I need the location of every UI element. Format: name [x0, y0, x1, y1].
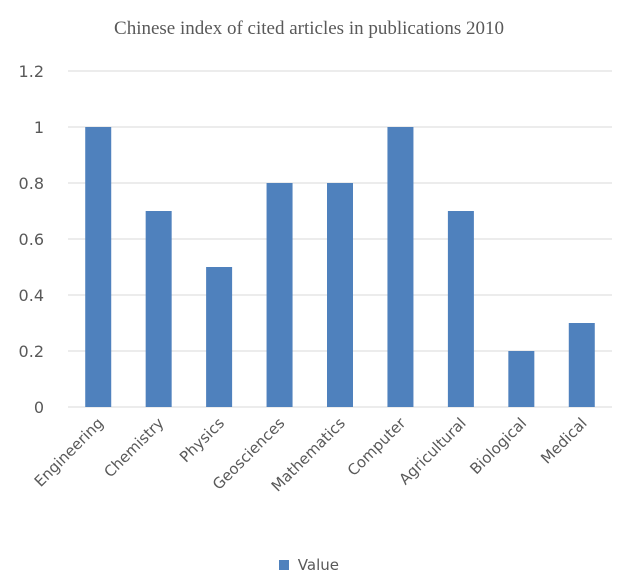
- bar: [327, 183, 353, 407]
- y-tick-label: 0.4: [19, 286, 44, 305]
- bar: [568, 323, 595, 407]
- bar: [85, 127, 112, 407]
- y-tick-label: 0: [34, 398, 44, 417]
- chart-title: Chinese index of cited articles in publi…: [114, 18, 504, 39]
- x-tick-label: Computer: [344, 414, 410, 480]
- bar: [145, 211, 172, 407]
- legend-swatch: [279, 560, 289, 570]
- bar: [266, 183, 293, 407]
- x-tick-label: Biological: [466, 414, 530, 478]
- x-tick-label: Physics: [176, 414, 228, 466]
- x-tick-label: Medical: [537, 414, 590, 467]
- bar: [206, 267, 233, 407]
- bar: [387, 127, 414, 407]
- bar: [508, 351, 535, 407]
- legend: Value: [0, 556, 618, 574]
- x-tick-label: Chemistry: [101, 414, 168, 481]
- y-tick-label: 0.2: [19, 342, 44, 361]
- x-tick-label: Engineering: [31, 414, 107, 490]
- legend-label: Value: [297, 556, 339, 574]
- y-tick-label: 1.2: [19, 62, 44, 81]
- bar: [447, 211, 474, 407]
- y-tick-label: 1: [34, 118, 44, 137]
- y-tick-label: 0.6: [19, 230, 44, 249]
- y-tick-label: 0.8: [19, 174, 44, 193]
